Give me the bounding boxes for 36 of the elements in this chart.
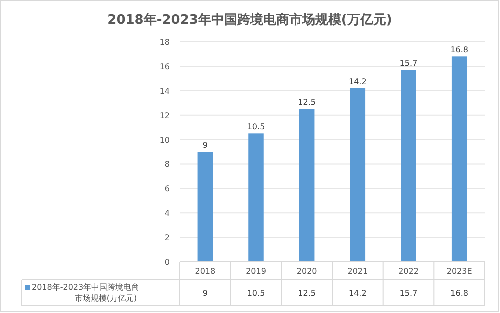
x-tick-label: 2022 xyxy=(398,267,419,276)
text: 10.5 xyxy=(247,289,266,298)
text: 12.5 xyxy=(298,289,316,298)
y-tick-label: 8 xyxy=(164,160,170,170)
x-tick-label: 2019 xyxy=(246,267,266,276)
x-tick-label: 2021 xyxy=(348,267,368,276)
bar xyxy=(452,56,468,262)
y-tick-label: 18 xyxy=(160,38,170,47)
text: 14.2 xyxy=(349,289,367,298)
chart-title: 2018年-2023年中国跨境电商市场规模(万亿元) xyxy=(108,12,392,28)
data-label: 16.8 xyxy=(450,46,468,55)
y-tick-label: 10 xyxy=(160,136,170,145)
data-label: 12.5 xyxy=(298,98,316,108)
x-tick-label: 2018 xyxy=(195,267,216,276)
bar xyxy=(248,134,264,262)
x-tick-label: 2023E xyxy=(446,267,472,276)
bar xyxy=(350,88,366,262)
data-label: 9 xyxy=(202,141,208,150)
text: 16.8 xyxy=(450,289,468,298)
y-tick-label: 6 xyxy=(164,184,170,194)
y-tick-label: 2 xyxy=(164,234,170,243)
bar xyxy=(299,109,315,262)
data-label: 14.2 xyxy=(349,77,367,86)
y-tick-label: 14 xyxy=(160,86,170,96)
y-tick-label: 16 xyxy=(160,62,170,72)
x-tick-label: 2020 xyxy=(296,267,318,276)
bar xyxy=(198,152,214,262)
text: 9 xyxy=(202,289,208,298)
y-tick-label: 4 xyxy=(164,209,170,218)
legend-label: 2018年-2023年中国跨境电商市场规模(万亿元) xyxy=(32,283,140,303)
data-label: 15.7 xyxy=(400,59,418,68)
bar xyxy=(401,70,416,262)
y-tick-label: 0 xyxy=(164,258,170,267)
text: 15.7 xyxy=(400,289,418,298)
y-tick-label: 12 xyxy=(160,111,170,120)
data-label: 10.5 xyxy=(247,122,266,132)
